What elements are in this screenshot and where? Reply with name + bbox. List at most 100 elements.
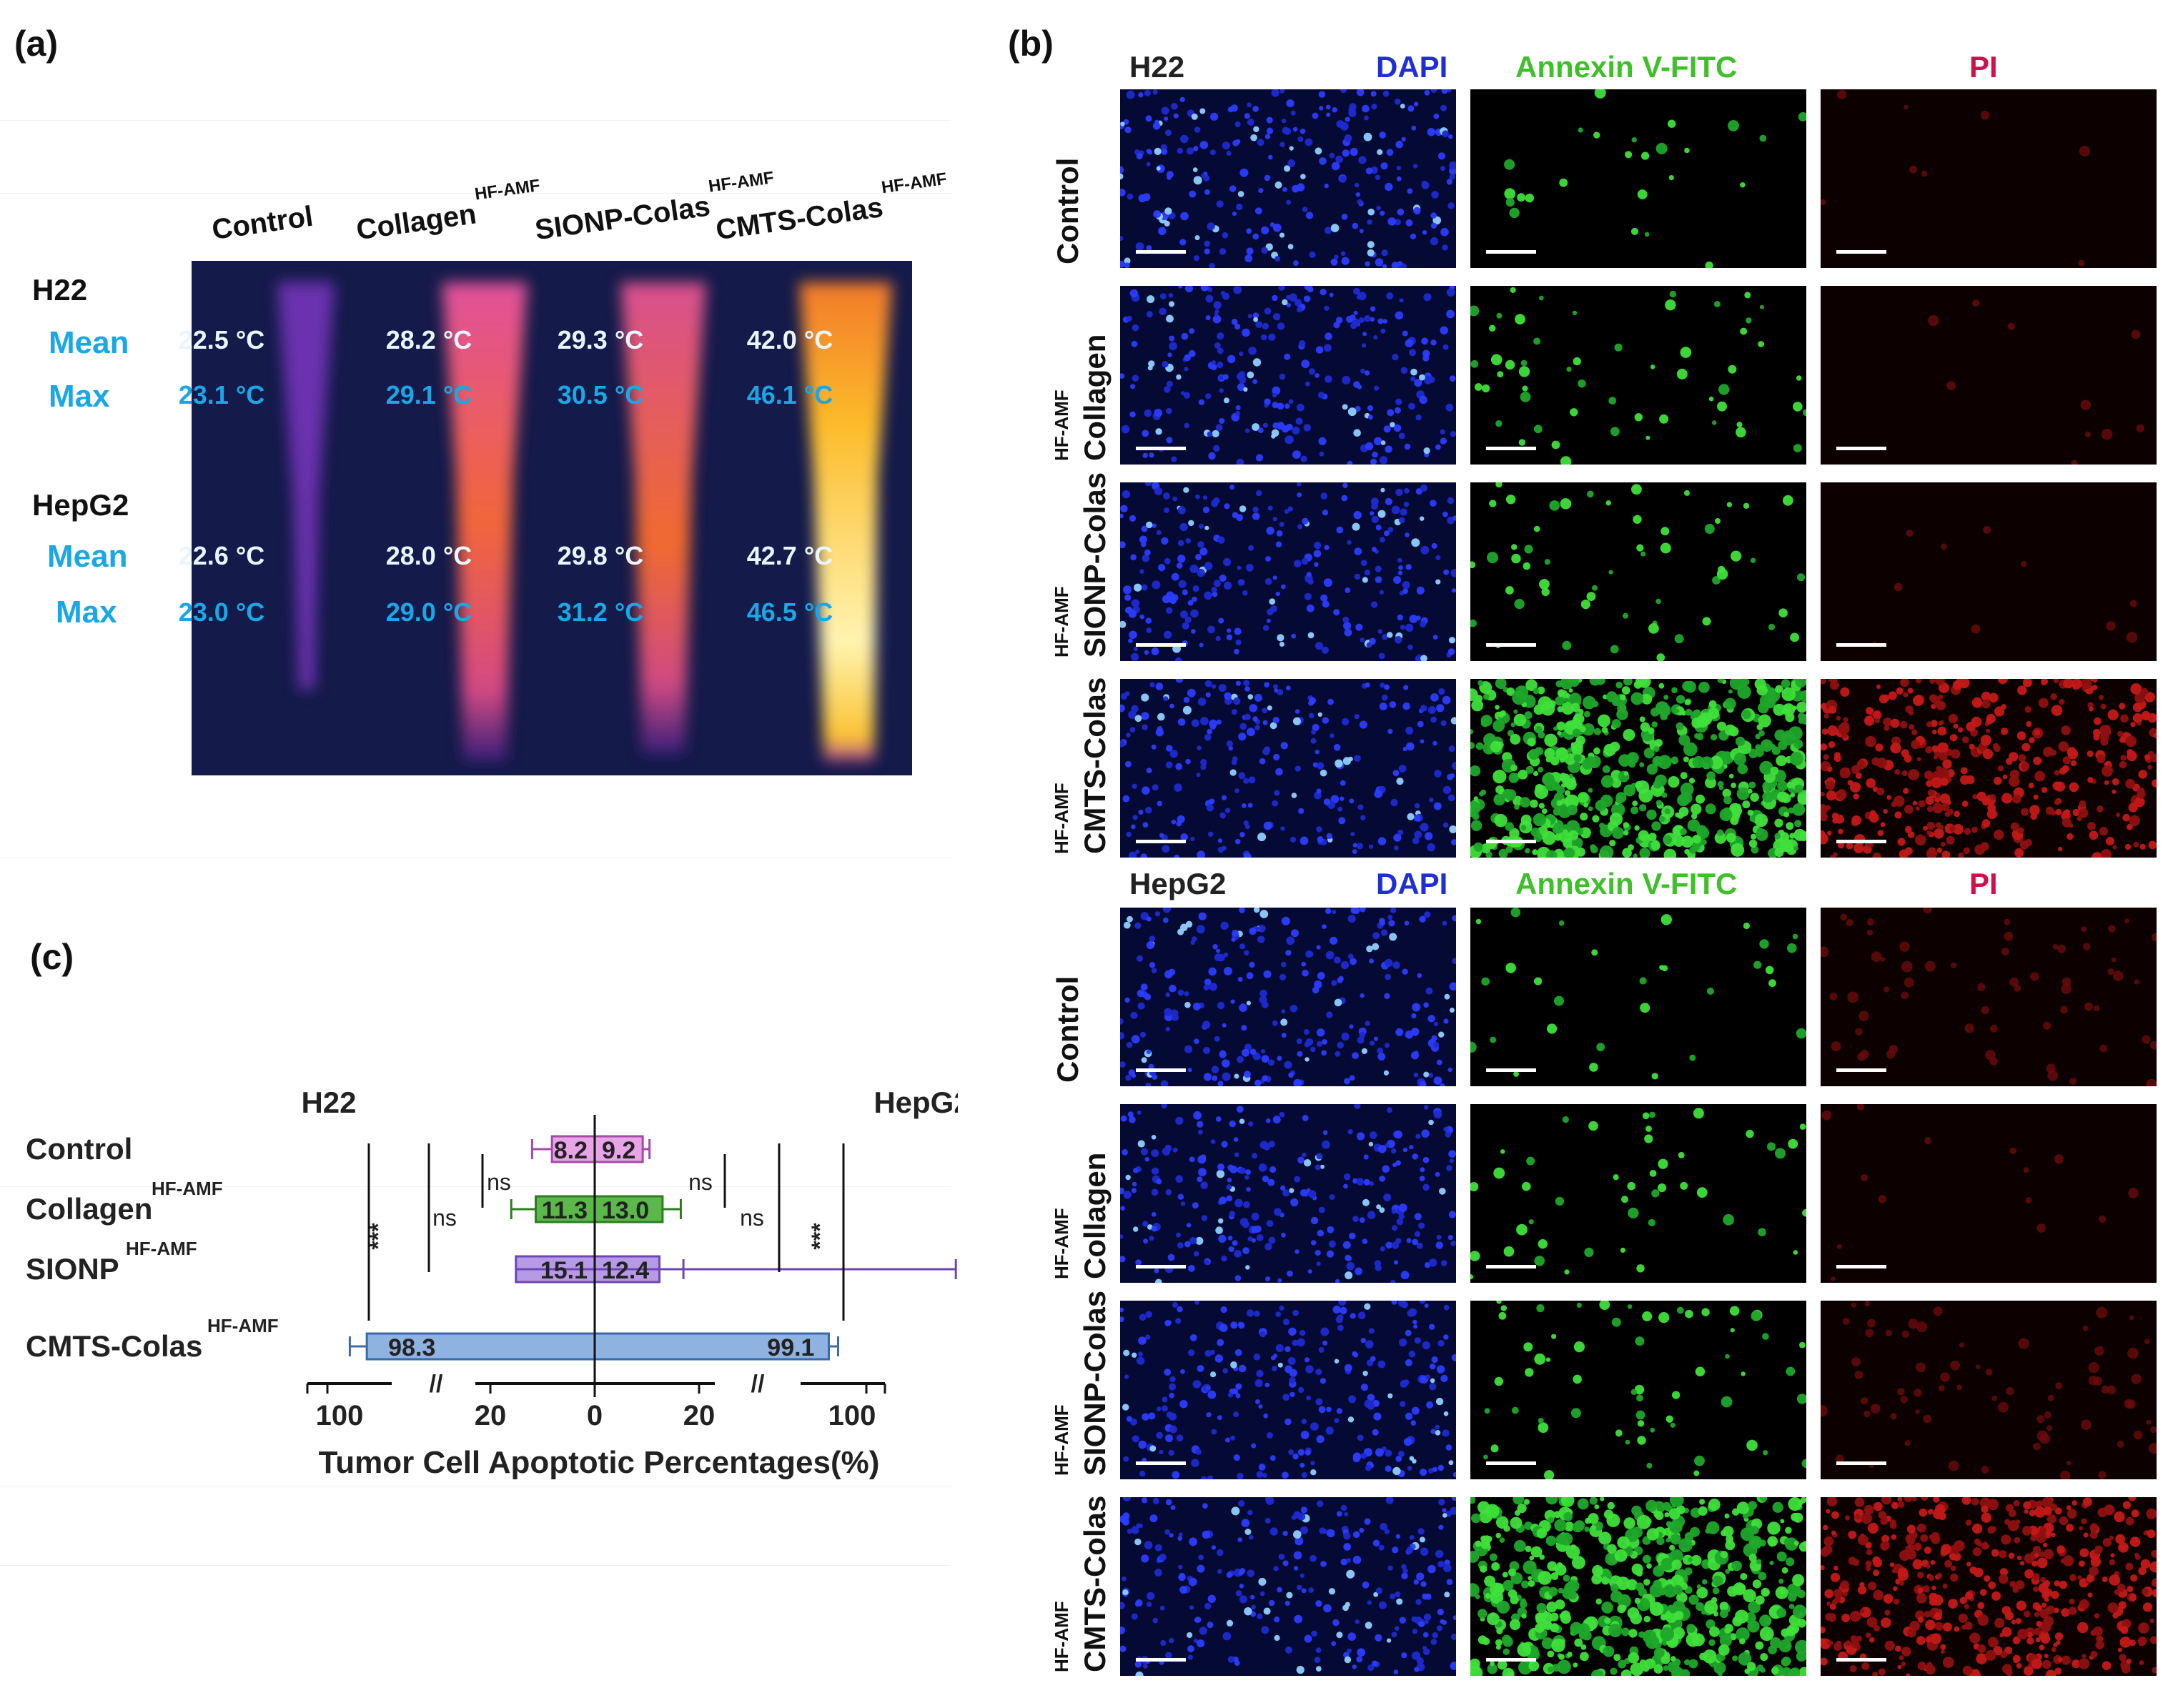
thermal-max-value: 23.1 °C [178, 380, 265, 409]
scale-bar [1486, 1265, 1536, 1268]
thermal-max-value: 29.1 °C [385, 380, 472, 409]
microscopy-image-pi [1821, 908, 2157, 1086]
thermal-mean-label-hepg2: Mean [47, 539, 128, 574]
microscopy-row-name: Control [1051, 975, 1084, 1083]
microscopy-image-dapi [1120, 1497, 1456, 1676]
scale-bar [1836, 1658, 1886, 1662]
scale-bar [1836, 250, 1886, 254]
thermal-cmts-spot [799, 282, 892, 761]
axis-break-left: // [430, 1371, 443, 1398]
thermal-image [192, 261, 912, 775]
background-rule [0, 1565, 951, 1566]
microscopy-row-label: Collagen HF-AMF [1051, 1153, 1112, 1279]
microscopy-row-label: Control [1051, 158, 1085, 264]
microscopy-row-name: SIONP-Colas [1078, 1290, 1112, 1476]
scale-bar [1836, 1461, 1886, 1465]
chart-right-title: HepG2 [873, 1086, 958, 1119]
microscopy-image-dapi [1120, 286, 1456, 465]
category-label: Control [26, 1132, 132, 1166]
microscopy-channel-header: DAPI [1376, 50, 1448, 84]
thermal-max-value: 31.2 °C [557, 597, 644, 627]
scale-bar [1486, 1068, 1536, 1072]
microscopy-image-fitc [1470, 1497, 1806, 1676]
scale-bar [1486, 643, 1536, 647]
microscopy-row-label: Collagen HF-AMF [1051, 334, 1112, 461]
panel-a-label: (a) [14, 24, 59, 64]
microscopy-channel-header: PI [1969, 867, 1998, 900]
thermal-max-label-h22: Max [49, 379, 110, 414]
microscopy-image-dapi [1120, 482, 1456, 661]
thermal-column-superscript: HF-AMF [707, 168, 776, 197]
scale-bar [1836, 643, 1886, 647]
thermal-mean-value: 22.5 °C [178, 325, 265, 354]
microscopy-cell-line-title: HepG2 [1129, 867, 1227, 900]
microscopy-image-dapi [1120, 908, 1456, 1086]
scale-bar [1836, 1265, 1886, 1268]
background-rule [0, 1486, 951, 1487]
microscopy-row-superscript: HF-AMF [1051, 1601, 1072, 1672]
microscopy-image-pi [1821, 1301, 2157, 1479]
microscopy-row-label: CMTS-Colas HF-AMF [1051, 1496, 1112, 1672]
scale-bar [1486, 1461, 1536, 1465]
thermal-max-value: 29.0 °C [385, 597, 472, 627]
thermal-max-value: 30.5 °C [557, 380, 644, 409]
microscopy-image-fitc [1470, 482, 1806, 661]
microscopy-image-fitc [1470, 1301, 1806, 1479]
data-label-h22: 15.1 [540, 1257, 588, 1284]
thermal-column-name: SIONP-Colas [533, 190, 713, 247]
thermal-sionp-spot [620, 282, 706, 754]
microscopy-image-dapi [1120, 1301, 1456, 1479]
thermal-column-name: Collagen [354, 198, 479, 247]
significance-label: ns [432, 1205, 457, 1231]
microscopy-row-name: CMTS-Colas [1078, 677, 1112, 854]
scale-bar [1486, 447, 1536, 450]
thermal-max-value: 46.5 °C [746, 597, 833, 627]
thermal-column-header: CollagenHF-AMF [354, 176, 545, 247]
scale-bar [1836, 447, 1886, 450]
significance-label: ns [688, 1169, 713, 1195]
chart-left-title: H22 [301, 1086, 356, 1119]
microscopy-image-pi [1821, 482, 2157, 661]
microscopy-row-superscript: HF-AMF [1051, 783, 1072, 854]
category-superscript: HF-AMF [126, 1238, 197, 1259]
thermal-row-label-h22: H22 [32, 273, 88, 307]
category-superscript: HF-AMF [152, 1178, 223, 1199]
microscopy-row-superscript: HF-AMF [1051, 1404, 1072, 1476]
data-label-hepg2: 9.2 [602, 1137, 635, 1164]
microscopy-cell-line-title: H22 [1129, 50, 1185, 84]
apoptosis-chart: H22HepG2ControlCollagenHF-AMFSIONPHF-AMF… [26, 1086, 958, 1480]
microscopy-image-pi [1821, 89, 2157, 268]
x-axis-label: Tumor Cell Apoptotic Percentages(%) [319, 1445, 880, 1480]
category-label: CMTS-Colas [26, 1329, 202, 1363]
thermal-column-header: Control [210, 201, 315, 247]
microscopy-row-label: CMTS-Colas HF-AMF [1051, 677, 1112, 854]
microscopy-image-pi [1821, 286, 2157, 465]
thermal-max-value: 46.1 °C [746, 380, 833, 409]
axis-break-right: // [751, 1371, 765, 1398]
significance-label: *** [365, 1223, 391, 1250]
thermal-column-superscript: HF-AMF [473, 176, 542, 204]
background-rule [0, 193, 951, 194]
x-tick-label: 100 [828, 1400, 876, 1431]
microscopy-image-pi [1821, 1104, 2157, 1283]
thermal-max-value: 23.0 °C [178, 597, 265, 627]
scale-bar [1486, 840, 1536, 843]
microscopy-image-dapi [1120, 679, 1456, 858]
panel-c-label: (c) [30, 937, 74, 977]
category-label: Collagen [26, 1192, 152, 1226]
thermal-mean-value: 29.3 °C [557, 325, 644, 354]
scale-bar [1136, 250, 1186, 254]
data-label-hepg2: 13.0 [602, 1197, 649, 1224]
data-label-h22: 11.3 [542, 1197, 588, 1224]
microscopy-channel-header: DAPI [1376, 867, 1448, 900]
data-label-h22: 98.3 [388, 1334, 435, 1361]
microscopy-image-fitc [1470, 1104, 1806, 1283]
thermal-mean-value: 28.2 °C [385, 325, 472, 354]
scale-bar [1136, 1068, 1186, 1072]
thermal-max-label-hepg2: Max [56, 595, 117, 630]
thermal-row-label-hepg2: HepG2 [32, 488, 129, 522]
microscopy-row-name: Control [1051, 157, 1084, 264]
background-rule [0, 120, 951, 121]
panel-b-label: (b) [1008, 24, 1054, 64]
microscopy-row-label: Control [1051, 976, 1085, 1083]
